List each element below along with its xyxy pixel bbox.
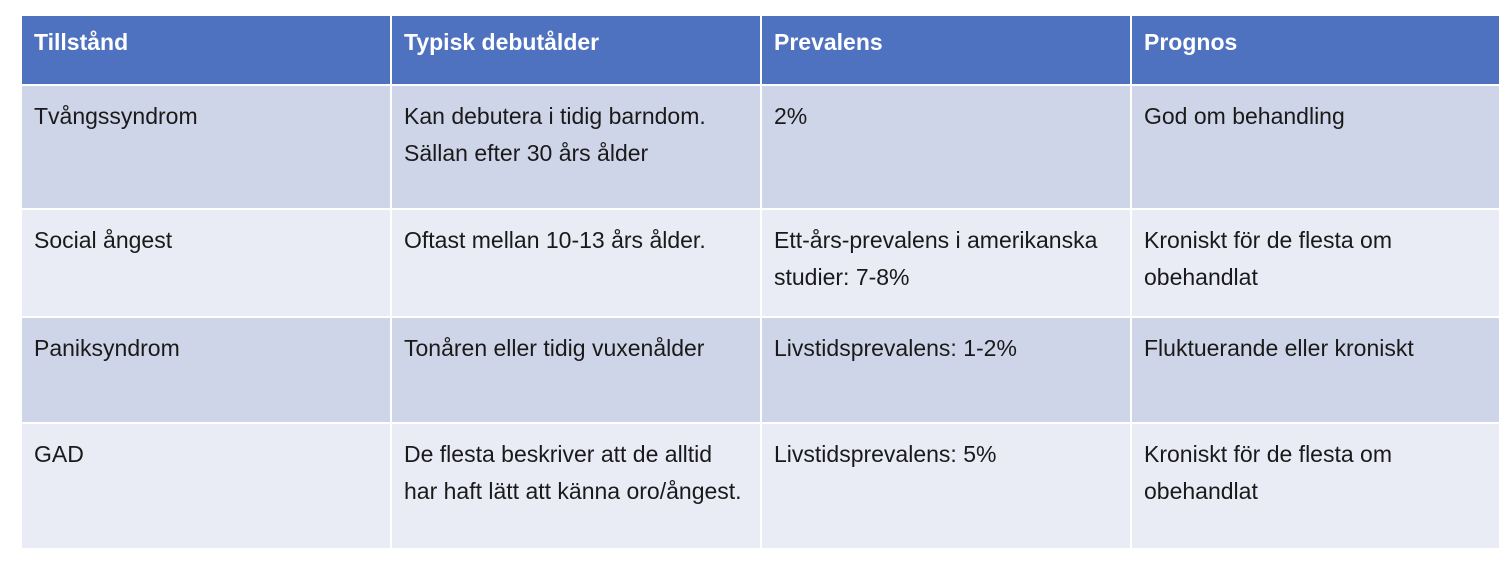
cell-prevalence: Ett-års-prevalens i amerikanska studier:… bbox=[760, 208, 1132, 318]
header-prognosis: Prognos bbox=[1130, 14, 1501, 86]
table-row: GAD De flesta beskriver att de alltid ha… bbox=[20, 422, 1501, 550]
cell-prevalence: Livstidsprevalens: 1-2% bbox=[760, 316, 1132, 424]
cell-condition: GAD bbox=[20, 422, 392, 550]
header-row: Tillstånd Typisk debutålder Prevalens Pr… bbox=[20, 14, 1501, 86]
table-row: Paniksyndrom Tonåren eller tidig vuxenål… bbox=[20, 316, 1501, 424]
cell-prognosis: Kroniskt för de flesta om obehandlat bbox=[1130, 422, 1501, 550]
header-condition: Tillstånd bbox=[20, 14, 392, 86]
cell-prognosis: Kroniskt för de flesta om obehandlat bbox=[1130, 208, 1501, 318]
cell-prognosis: God om behandling bbox=[1130, 84, 1501, 210]
cell-onset-age: Kan debutera i tidig barndom. Sällan eft… bbox=[390, 84, 762, 210]
cell-condition: Social ångest bbox=[20, 208, 392, 318]
cell-prognosis: Fluktuerande eller kroniskt bbox=[1130, 316, 1501, 424]
cell-onset-age: De flesta beskriver att de alltid har ha… bbox=[390, 422, 762, 550]
cell-onset-age: Oftast mellan 10-13 års ålder. bbox=[390, 208, 762, 318]
cell-prevalence: Livstidsprevalens: 5% bbox=[760, 422, 1132, 550]
cell-prevalence: 2% bbox=[760, 84, 1132, 210]
table-row: Tvångssyndrom Kan debutera i tidig barnd… bbox=[20, 84, 1501, 210]
table-row: Social ångest Oftast mellan 10-13 års ål… bbox=[20, 208, 1501, 318]
anxiety-disorders-table: Tillstånd Typisk debutålder Prevalens Pr… bbox=[20, 14, 1501, 550]
cell-onset-age: Tonåren eller tidig vuxenålder bbox=[390, 316, 762, 424]
header-prevalence: Prevalens bbox=[760, 14, 1132, 86]
cell-condition: Paniksyndrom bbox=[20, 316, 392, 424]
header-onset-age: Typisk debutålder bbox=[390, 14, 762, 86]
cell-condition: Tvångssyndrom bbox=[20, 84, 392, 210]
